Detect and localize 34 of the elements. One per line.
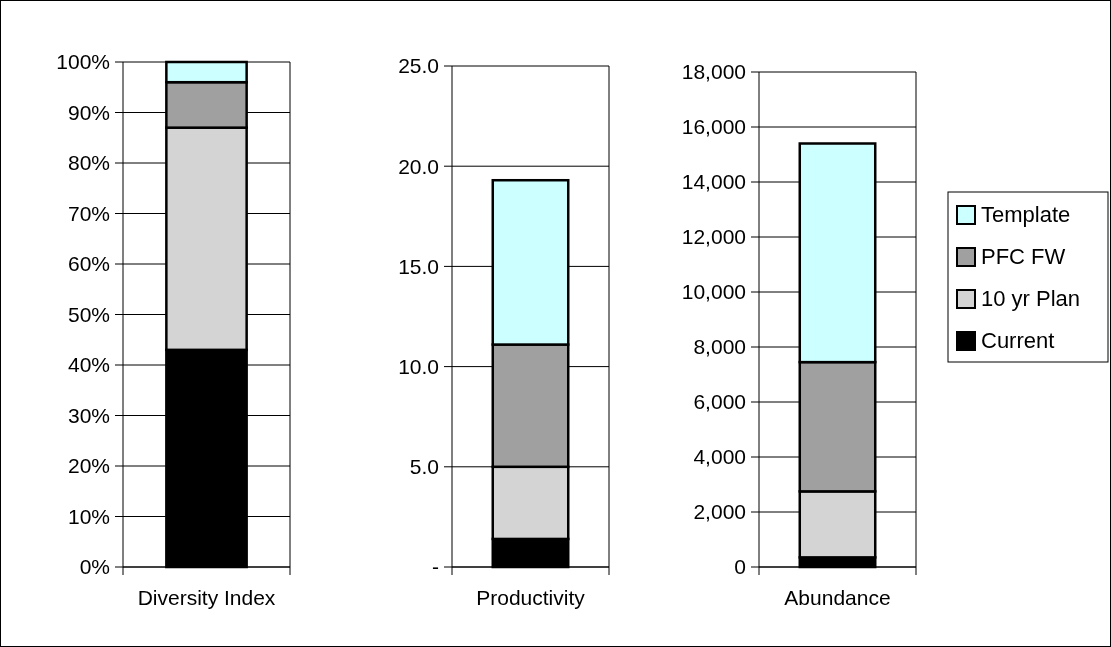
y-tick-label: 5.0: [409, 455, 439, 479]
y-tick-label: 20.0: [398, 154, 439, 178]
y-tick-label: 0%: [79, 555, 110, 579]
legend-label: Current: [981, 328, 1055, 353]
legend-label: Template: [981, 202, 1071, 227]
y-tick-label: 40%: [67, 353, 110, 377]
y-tick-label: 80%: [67, 151, 110, 175]
y-tick-label: -: [432, 555, 439, 579]
y-tick-label: 70%: [67, 201, 110, 225]
y-tick-label: 4,000: [693, 445, 746, 469]
y-tick-label: 50%: [67, 302, 110, 326]
y-tick-label: 16,000: [681, 115, 746, 139]
y-tick-label: 18,000: [681, 60, 746, 84]
y-tick-label: 60%: [67, 252, 110, 276]
y-tick-label: 30%: [67, 403, 110, 427]
x-tick-label: Abundance: [784, 586, 891, 609]
y-tick-label: 25.0: [398, 54, 439, 78]
y-tick-label: 6,000: [693, 390, 746, 414]
legend-label: 10 yr Plan: [981, 286, 1081, 311]
y-tick-label: 100%: [56, 50, 110, 74]
y-tick-label: 12,000: [681, 225, 746, 249]
x-tick-label: Diversity Index: [137, 586, 276, 609]
y-tick-label: 10.0: [398, 354, 439, 378]
y-tick-label: 90%: [67, 100, 110, 124]
y-tick-label: 15.0: [398, 254, 439, 278]
y-tick-label: 14,000: [681, 170, 746, 194]
y-tick-label: 10,000: [681, 280, 746, 304]
y-tick-label: 10%: [67, 504, 110, 528]
y-tick-label: 0: [734, 555, 746, 579]
y-tick-label: 8,000: [693, 335, 746, 359]
legend-label: PFC FW: [981, 244, 1066, 269]
y-tick-label: 20%: [67, 454, 110, 478]
x-tick-label: Productivity: [476, 586, 586, 609]
y-tick-label: 2,000: [693, 500, 746, 524]
